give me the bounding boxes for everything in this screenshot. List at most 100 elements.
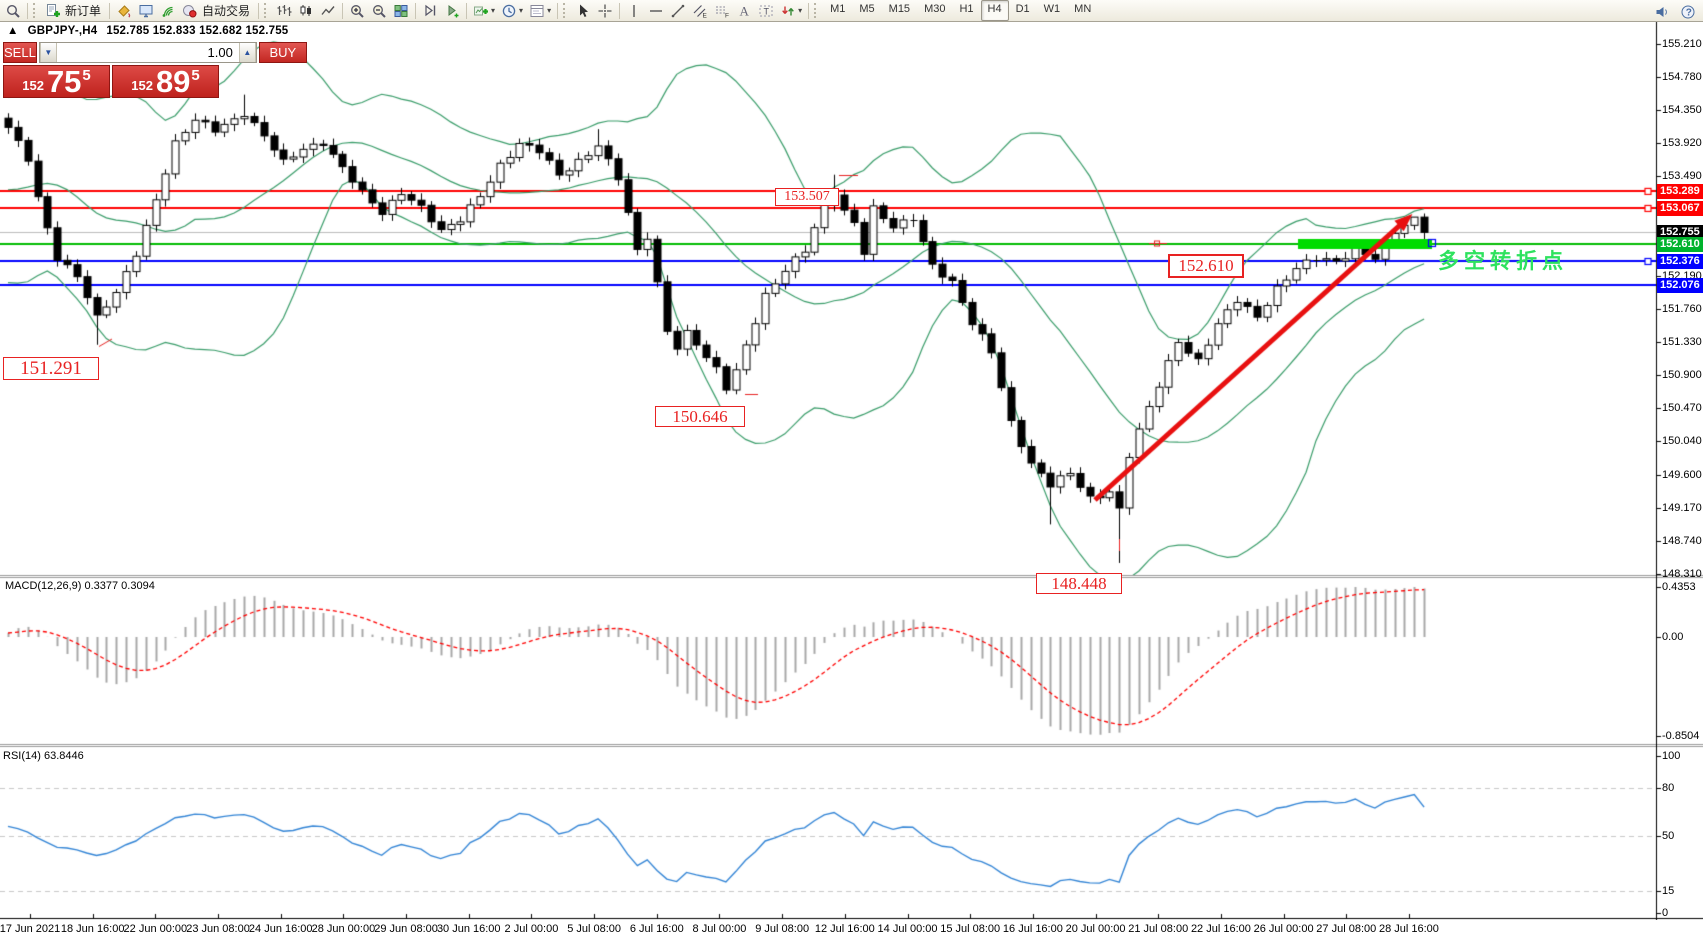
svg-text:E: E <box>703 12 708 19</box>
search-icon <box>6 4 20 18</box>
toolbar-grip[interactable] <box>814 3 819 18</box>
periods-button[interactable]: ▾ <box>498 1 526 21</box>
indicators-button[interactable]: ▾ <box>470 1 498 21</box>
horizontal-line-button[interactable] <box>645 1 667 21</box>
label-icon: T <box>759 5 773 16</box>
time-axis-label: 24 Jun 16:00 <box>248 923 313 935</box>
bar-chart-button[interactable] <box>273 1 295 21</box>
buy-button[interactable]: BUY <box>258 42 307 63</box>
autotrade-button-label: 自动交易 <box>202 4 251 18</box>
time-axis-label: 28 Jun 00:00 <box>311 923 376 935</box>
timeframe-button-m15[interactable]: M15 <box>888 3 911 15</box>
search-button[interactable] <box>2 1 24 21</box>
vertical-line-button[interactable] <box>623 1 645 21</box>
dropdown-caret-icon: ▾ <box>547 5 552 15</box>
macd-axis-tick: -0.8504 <box>1662 730 1700 742</box>
fibonacci-button[interactable]: F <box>711 1 733 21</box>
volume-increase-button[interactable]: ▲ <box>238 43 256 62</box>
main-toolbar: 新订单 自动交易 ▾ ▾ ▾ E F A T ▾ M1 M5 M15 M30 H1 H4 D1 W1 MN <box>0 0 1703 22</box>
buy-price[interactable]: 152 89 5 <box>112 65 219 98</box>
time-axis-label: 9 Jul 08:00 <box>755 923 810 935</box>
volume-input[interactable] <box>56 43 239 62</box>
price-callout-label: 153.507 <box>775 188 839 206</box>
bucket-icon <box>118 4 131 18</box>
time-axis-label: 26 Jul 00:00 <box>1253 923 1314 935</box>
zoom-in-button[interactable] <box>346 1 368 21</box>
time-axis[interactable]: 17 Jun 2021 18 Jun 16:00 22 Jun 00:00 23 Ju… <box>0 920 1703 938</box>
cursor-button[interactable] <box>572 1 594 21</box>
price-axis-tick: 154.350 <box>1662 103 1702 116</box>
crosshair-icon <box>598 4 612 17</box>
svg-text:T: T <box>764 6 770 16</box>
timeframe-button-m5[interactable]: M5 <box>859 3 875 15</box>
time-axis-label: 29 Jun 08:00 <box>374 923 438 935</box>
buy-price-figure: 152 <box>131 78 153 93</box>
volume-decrease-button[interactable]: ▼ <box>39 43 57 62</box>
new-order-icon <box>47 3 60 17</box>
toolbar-grip[interactable] <box>264 3 269 18</box>
time-axis-label: 22 Jun 00:00 <box>123 923 188 935</box>
timeframe-button-w1[interactable]: W1 <box>1043 3 1061 15</box>
new-order-button[interactable]: 新订单 <box>42 1 106 21</box>
channel-button[interactable]: E <box>689 1 711 21</box>
chart-window: ▲ GBPJPY-,H4 152.785 152.833 152.682 152.7… <box>0 22 1703 938</box>
symbol-title: ▲ GBPJPY-,H4 152.785 152.833 152.682 152.7… <box>7 25 288 37</box>
tile-windows-button[interactable] <box>390 1 412 21</box>
bucket-button[interactable] <box>113 1 135 21</box>
price-chart-canvas[interactable] <box>0 22 1703 920</box>
price-axis-tick: 153.490 <box>1662 169 1702 182</box>
market-watch-button[interactable] <box>135 1 157 21</box>
price-level-badge: 153.067 <box>1657 201 1703 217</box>
rsi-axis-tick: 15 <box>1662 885 1675 897</box>
toolbar-grip[interactable] <box>563 3 568 18</box>
signal-button[interactable] <box>157 1 179 21</box>
sound-button[interactable] <box>1651 2 1673 22</box>
cursor-icon <box>580 4 589 17</box>
timeframe-button-h1[interactable]: H1 <box>959 3 974 15</box>
price-callout-label: 148.448 <box>1036 573 1122 594</box>
timeframe-button-d1[interactable]: D1 <box>1015 3 1030 15</box>
zoom-out-button[interactable] <box>368 1 390 21</box>
svg-text:F: F <box>725 12 729 19</box>
label-button[interactable]: T <box>755 1 777 21</box>
arrow-shapes-button[interactable]: ▾ <box>777 1 805 21</box>
market-watch-icon <box>139 4 153 17</box>
crosshair-button[interactable] <box>594 1 616 21</box>
sell-button[interactable]: SELL <box>3 42 37 63</box>
timeframe-button-h4[interactable]: H4 <box>980 0 1009 21</box>
rsi-axis-tick: 100 <box>1662 750 1681 762</box>
rsi-axis-tick: 80 <box>1662 782 1675 794</box>
collapse-arrow-icon[interactable]: ▲ <box>7 25 19 37</box>
candlestick-button[interactable] <box>295 1 317 21</box>
timeframe-button-mn[interactable]: MN <box>1074 3 1092 15</box>
line-chart-button[interactable] <box>317 1 339 21</box>
price-axis-tick: 148.740 <box>1662 534 1702 547</box>
text-button[interactable]: A <box>733 1 755 21</box>
price-axis-tick: 149.600 <box>1662 468 1702 481</box>
trendline-button[interactable] <box>667 1 689 21</box>
templates-button[interactable]: ▾ <box>526 1 554 21</box>
auto-scroll-button[interactable] <box>441 1 463 21</box>
sell-price-point: 5 <box>82 67 91 84</box>
sell-price[interactable]: 152 75 5 <box>3 65 110 98</box>
toolbar-separator <box>109 2 111 19</box>
price-level-badge: 153.289 <box>1657 184 1703 200</box>
time-axis-label: 14 Jul 00:00 <box>877 923 938 935</box>
autotrade-button[interactable]: 自动交易 <box>179 1 255 21</box>
toolbar-separator <box>557 2 559 19</box>
dropdown-caret-icon: ▾ <box>491 5 496 15</box>
help-button[interactable]: ? <box>1677 2 1699 22</box>
bar-chart-icon <box>277 4 292 16</box>
time-axis-label: 2 Jul 00:00 <box>504 923 559 935</box>
toolbar-grip[interactable] <box>33 3 38 18</box>
time-axis-label: 8 Jul 00:00 <box>692 923 747 935</box>
channel-icon: E <box>693 4 708 19</box>
line-chart-icon <box>321 5 335 15</box>
price-callout-label: 152.610 <box>1168 254 1244 278</box>
price-axis-tick: 148.310 <box>1662 567 1702 580</box>
time-axis-label: 21 Jul 08:00 <box>1128 923 1189 935</box>
chart-shift-button[interactable] <box>419 1 441 21</box>
buy-price-pips: 89 <box>155 64 191 99</box>
timeframe-button-m1[interactable]: M1 <box>830 3 846 15</box>
timeframe-button-m30[interactable]: M30 <box>924 3 946 15</box>
